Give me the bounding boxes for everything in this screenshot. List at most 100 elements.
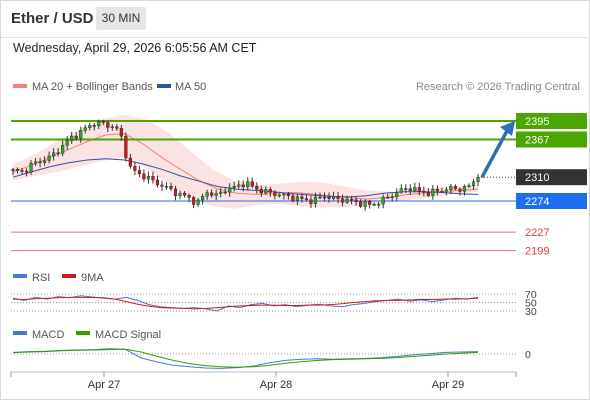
- rsi-ma-legend-swatch: [62, 274, 76, 278]
- bearish-candle: [56, 152, 60, 154]
- target-1-label-box: [516, 131, 587, 148]
- bearish-candle: [453, 186, 458, 190]
- macd-line: [12, 348, 479, 369]
- support-2-label: 2199: [525, 246, 549, 258]
- bearish-candle: [15, 168, 20, 171]
- bullish-candle: [70, 135, 74, 142]
- bearish-candle: [133, 166, 137, 171]
- bearish-candle: [291, 195, 295, 201]
- bearish-candle: [408, 188, 412, 192]
- bullish-candle: [399, 188, 403, 193]
- bullish-candle: [61, 145, 65, 154]
- bearish-candle: [74, 135, 78, 139]
- bullish-candle: [381, 196, 385, 205]
- rsi-tick-label: 50: [525, 298, 537, 310]
- bearish-candle: [24, 170, 29, 173]
- bearish-candle: [38, 161, 42, 163]
- bearish-candle: [426, 192, 430, 196]
- target-2-label: 2395: [525, 116, 549, 128]
- bearish-candle: [92, 125, 96, 127]
- bullish-candle: [264, 189, 268, 194]
- bullish-candle: [79, 130, 83, 139]
- support-1-label: 2227: [525, 227, 549, 239]
- chart-header: Ether / USD 30 MIN: [0, 0, 590, 38]
- bearish-candle: [368, 201, 372, 205]
- bearish-candle: [142, 173, 146, 180]
- bullish-candle: [65, 140, 69, 146]
- macd-signal-legend-swatch: [76, 331, 90, 335]
- rsi-legend-label: RSI: [32, 272, 50, 284]
- bullish-candle: [83, 127, 87, 131]
- bullish-candle: [164, 185, 169, 188]
- macd-tick-label: 0: [525, 349, 531, 361]
- bullish-candle: [440, 190, 444, 193]
- bearish-candle: [386, 196, 390, 199]
- bearish-candle: [304, 198, 309, 200]
- bullish-candle: [228, 187, 232, 193]
- x-axis-tick-label: Apr 28: [260, 379, 292, 391]
- bullish-candle: [205, 192, 209, 197]
- bollinger-band-area: [13, 115, 478, 209]
- bullish-candle: [363, 201, 367, 207]
- bearish-candle: [268, 189, 272, 193]
- bearish-candle: [259, 188, 263, 194]
- bearish-candle: [435, 188, 439, 192]
- bearish-candle: [119, 128, 123, 137]
- bullish-candle: [372, 204, 376, 206]
- instrument-title: Ether / USD: [11, 10, 94, 27]
- macd-legend-swatch: [13, 331, 27, 335]
- bullish-candle: [462, 186, 467, 192]
- bullish-candle: [444, 189, 448, 192]
- rsi-tick-label: 30: [525, 306, 537, 318]
- x-axis-tick-label: Apr 29: [432, 379, 464, 391]
- bullish-candle: [88, 125, 92, 128]
- bullish-candle: [201, 196, 205, 201]
- bullish-candle: [110, 126, 114, 128]
- bullish-candle: [29, 163, 33, 172]
- bullish-candle: [413, 187, 417, 192]
- last-price-label: 2310: [525, 172, 549, 184]
- bullish-candle: [178, 192, 182, 196]
- pivot-label: 2274: [525, 196, 549, 208]
- bearish-candle: [273, 192, 277, 196]
- timeframe-button[interactable]: 30 MIN: [96, 7, 146, 30]
- target-1-label: 2367: [525, 135, 549, 147]
- bullish-candle: [219, 191, 223, 194]
- bearish-candle: [250, 181, 254, 187]
- bearish-candle: [404, 188, 408, 190]
- bearish-candle: [191, 197, 196, 205]
- bullish-candle: [295, 196, 300, 201]
- ma50-legend-swatch: [157, 84, 171, 88]
- bearish-candle: [241, 184, 245, 188]
- bullish-candle: [282, 193, 286, 196]
- bullish-candle: [471, 181, 476, 186]
- forecast-arrow-shaft: [480, 128, 510, 179]
- bearish-candle: [182, 192, 187, 196]
- rsi-legend-swatch: [13, 274, 27, 278]
- bullish-candle: [47, 155, 51, 161]
- bearish-candle: [327, 196, 331, 199]
- bearish-candle: [223, 191, 227, 194]
- bearish-candle: [101, 121, 105, 123]
- bullish-candle: [476, 176, 480, 183]
- bullish-candle: [395, 192, 399, 198]
- bearish-candle: [422, 190, 426, 193]
- bullish-candle: [390, 196, 394, 199]
- bullish-candle: [313, 196, 318, 204]
- bearish-candle: [210, 192, 214, 196]
- bearish-candle: [155, 179, 160, 186]
- bullish-candle: [232, 186, 236, 188]
- macd-signal-legend-label: MACD Signal: [95, 329, 161, 341]
- bullish-candle: [52, 152, 56, 157]
- macd-legend-label: MACD: [32, 329, 64, 341]
- bearish-candle: [115, 126, 119, 129]
- bullish-candle: [246, 181, 250, 188]
- bearish-candle: [20, 170, 24, 172]
- last-price-label-box: [516, 169, 587, 186]
- bearish-candle: [128, 157, 132, 167]
- bearish-candle: [349, 199, 354, 201]
- bearish-candle: [354, 199, 358, 202]
- rsi-ma-legend-label: 9MA: [81, 272, 104, 284]
- bullish-candle: [146, 176, 151, 180]
- bearish-candle: [137, 170, 142, 175]
